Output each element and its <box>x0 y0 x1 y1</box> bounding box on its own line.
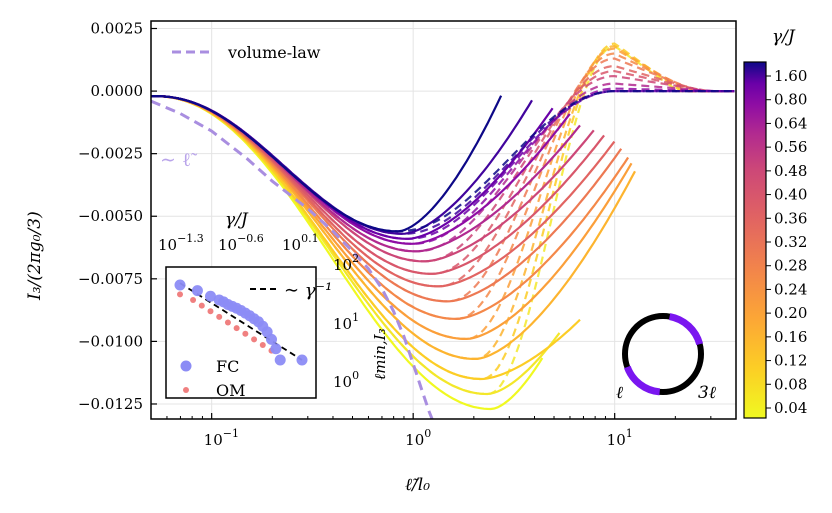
colorbar-label-9: 0.24 <box>774 280 807 298</box>
y-tick-label-4: −0.0075 <box>78 270 143 288</box>
inset-fc-point <box>296 354 308 366</box>
tilde-annotation: ∼ ℓ̃ <box>160 149 198 171</box>
y-tick-label-3: −0.0050 <box>78 207 143 225</box>
colorbar-label-3: 0.56 <box>774 138 807 156</box>
inset-om-point <box>242 330 249 337</box>
inset-x-tick-label-1: 10−0.6 <box>218 232 264 254</box>
ring-label-right: 3ℓ <box>698 383 716 403</box>
plot-frame <box>150 20 737 420</box>
colorbar-label-12: 0.12 <box>774 352 807 370</box>
series-group <box>151 42 735 419</box>
ring-diagram: ℓ 3ℓ <box>616 313 716 403</box>
colorbar-label-11: 0.16 <box>774 328 807 346</box>
inset-fit-label: ∼ γ⁻¹ <box>284 280 332 301</box>
inset-om-point <box>207 308 214 315</box>
inset-y-tick-label-1: 101 <box>333 311 359 333</box>
colorbar-label-13: 0.08 <box>774 375 807 393</box>
y-tick-label-0: 0.0025 <box>91 20 144 38</box>
ring-arc-upper <box>668 313 704 346</box>
x-tick-label-2: 101 <box>607 427 633 449</box>
colorbar-label-4: 0.48 <box>774 162 807 180</box>
inset-om-point <box>251 336 258 343</box>
x-tick-label-1: 100 <box>405 427 431 449</box>
inset-om-point <box>198 302 205 309</box>
y-tick-label-2: −0.0025 <box>78 145 143 163</box>
x-axis-label: ℓ̃/l₀ <box>405 475 430 495</box>
y-tick-label-5: −0.0100 <box>78 332 143 350</box>
y-tick-label-6: −0.0125 <box>78 395 143 413</box>
inset-x-tick-label-0: 10−1.3 <box>158 232 204 254</box>
colorbar-label-10: 0.20 <box>774 304 807 322</box>
inset-om-point <box>190 297 197 303</box>
colorbar-label-14: 0.04 <box>774 399 807 417</box>
colorbar-label-1: 0.80 <box>774 91 807 109</box>
inset-legend-fc-label: FC <box>216 357 239 376</box>
inset-om-point <box>233 325 240 332</box>
inset-y-tick-label-2: 100 <box>333 369 359 391</box>
inset-om-point <box>259 342 266 348</box>
colorbar-label-5: 0.40 <box>774 186 807 204</box>
colorbar <box>743 61 767 419</box>
series-dashed-0.32 <box>151 64 735 288</box>
series-dashed-0.28 <box>151 57 735 303</box>
inset-fc-point <box>270 343 282 355</box>
colorbar-label-7: 0.32 <box>774 233 807 251</box>
inset-om-point <box>224 319 231 326</box>
y-tick-label-1: 0.0000 <box>91 82 144 100</box>
series-solid-0.56 <box>151 95 571 245</box>
inset-y-tick-label-0: 102 <box>333 252 359 274</box>
inset-fc-point <box>174 279 186 291</box>
inset-fc-point <box>205 290 216 302</box>
inset-y-label: ℓmin,I₃ <box>371 328 389 380</box>
colorbar-label-2: 0.64 <box>774 114 807 132</box>
colorbar-ticks: 1.60 0.80 0.64 0.56 0.48 0.40 0.36 0.32 0.28 0.24… <box>766 67 807 417</box>
x-tick-label-0: 10−1 <box>204 427 239 449</box>
inset-legend-fc-marker <box>180 360 192 372</box>
colorbar-title: γ/J <box>772 27 796 47</box>
ring-label-left: ℓ <box>616 383 623 403</box>
inset-plot: 10−1.3 10−0.6 100.1 102 101 100 <box>158 232 359 391</box>
inset-om-point <box>216 313 223 320</box>
inset-x-tick-label-2: 100.1 <box>282 232 319 254</box>
series-solid-1.60 <box>151 95 503 233</box>
legend-volume-law-label: volume-law <box>227 43 321 62</box>
inset-fit-line <box>179 282 303 361</box>
ring-arc-lower <box>624 365 661 396</box>
inset-legend-om-marker <box>183 387 189 393</box>
axis-ticks: 0.0025 0.0000 −0.0025 −0.0050 −0.0075 −0.0100… <box>78 20 712 449</box>
colorbar-label-6: 0.36 <box>774 209 807 227</box>
inset-fc-point <box>274 354 286 366</box>
inset-fc-point <box>266 333 277 345</box>
inset-x-label: γ/J <box>225 210 249 230</box>
inset-om-point <box>177 291 183 298</box>
colorbar-label-0: 1.60 <box>774 67 807 85</box>
volume-law-line <box>151 99 434 419</box>
inset-frame <box>165 266 317 399</box>
inset-fc-point <box>191 285 203 297</box>
inset-legend-om-label: OM <box>216 381 246 400</box>
colorbar-label-8: 0.28 <box>774 257 807 275</box>
y-axis-label: I₃/(2πg₀/3) <box>25 211 45 301</box>
